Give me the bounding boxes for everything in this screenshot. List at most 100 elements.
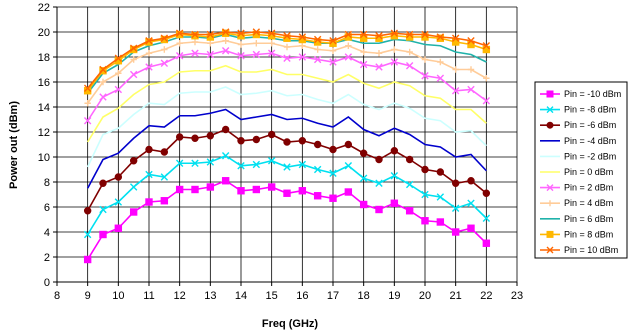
data-point [451, 87, 460, 95]
legend-label: Pin = -6 dBm [564, 120, 616, 130]
data-point [482, 214, 491, 222]
x-tick-label: 22 [480, 290, 492, 302]
legend-item: Pin = 8 dBm [540, 229, 613, 239]
data-point [99, 179, 107, 187]
x-tick-label: 18 [358, 290, 370, 302]
data-point [329, 194, 337, 202]
data-point [206, 183, 215, 191]
data-point [421, 30, 429, 39]
data-point [160, 197, 169, 205]
data-point [160, 173, 169, 181]
data-point [175, 29, 184, 37]
data-point [283, 32, 291, 40]
data-point [176, 40, 183, 47]
data-point [191, 32, 199, 40]
data-point [191, 134, 199, 142]
series-3 [86, 108, 487, 189]
data-point [160, 148, 169, 156]
data-point [252, 28, 261, 36]
series-line [86, 64, 487, 143]
data-point [344, 30, 353, 39]
data-point [160, 34, 169, 42]
legend-item: Pin = -2 dBm [540, 151, 616, 161]
y-tick-label: 20 [38, 27, 50, 39]
legend-item: Pin = -6 dBm [540, 120, 616, 130]
x-tick-label: 21 [450, 290, 462, 302]
legend-item: Pin = 2 dBm [540, 183, 613, 193]
data-point [298, 137, 307, 145]
data-point [161, 46, 168, 53]
data-point [268, 40, 275, 47]
data-point [191, 49, 199, 57]
data-point [482, 42, 491, 50]
data-point [129, 44, 138, 52]
data-point [83, 117, 92, 125]
legend-swatch-marker [546, 246, 554, 254]
data-point [283, 54, 291, 62]
legend-swatch-marker [546, 121, 554, 129]
legend-label: Pin = 2 dBm [564, 183, 613, 193]
data-point [467, 224, 475, 232]
data-point [344, 162, 353, 170]
data-point [359, 200, 368, 209]
series-2 [83, 125, 491, 215]
data-point [421, 217, 429, 225]
legend-swatch-marker [546, 230, 554, 238]
data-point [375, 155, 383, 164]
data-point [267, 29, 276, 37]
data-point [390, 29, 399, 37]
data-point [267, 183, 276, 191]
data-point [283, 163, 291, 171]
data-point [99, 78, 107, 86]
data-point [84, 100, 91, 107]
data-point [237, 137, 245, 145]
data-point [206, 158, 215, 166]
data-point [99, 65, 107, 74]
data-point [237, 29, 245, 37]
series-4 [86, 86, 487, 168]
x-tick-label: 19 [388, 290, 400, 302]
data-point [145, 145, 153, 154]
data-point [405, 30, 414, 39]
data-point [329, 47, 337, 54]
x-tick-label: 10 [112, 290, 124, 302]
legend-item: Pin = -10 dBm [540, 89, 621, 99]
data-point [405, 207, 414, 215]
data-point [436, 33, 445, 41]
data-point [83, 230, 92, 239]
x-tick-label: 23 [511, 290, 523, 302]
data-point [130, 56, 137, 63]
data-point [436, 34, 445, 42]
data-point [482, 189, 491, 197]
data-point [99, 93, 107, 101]
data-point [436, 193, 445, 201]
data-point [482, 239, 491, 247]
legend-label: Pin = 4 dBm [564, 198, 613, 208]
data-point [375, 50, 383, 57]
data-point [406, 48, 413, 56]
data-point [114, 173, 123, 181]
data-point [375, 63, 383, 71]
data-point [313, 35, 322, 44]
data-point [237, 187, 245, 195]
data-point [298, 33, 307, 41]
data-point [329, 169, 337, 177]
legend-item: Pin = -4 dBm [540, 136, 616, 146]
data-point [359, 60, 368, 69]
data-point [267, 49, 276, 57]
axes [56, 7, 517, 283]
data-point [359, 174, 368, 182]
data-point [129, 70, 138, 79]
legend-swatch-marker [546, 90, 554, 98]
data-point [145, 63, 153, 71]
data-point [314, 46, 321, 53]
data-point [252, 50, 261, 59]
data-point [252, 160, 261, 169]
data-point [191, 30, 199, 39]
legend-item: Pin = 4 dBm [540, 198, 613, 208]
data-point [145, 170, 153, 179]
legend: Pin = -10 dBm Pin = -8 dBm Pin = -6 dBm Pin… [534, 81, 628, 259]
data-point [390, 147, 399, 155]
data-point [313, 55, 322, 64]
